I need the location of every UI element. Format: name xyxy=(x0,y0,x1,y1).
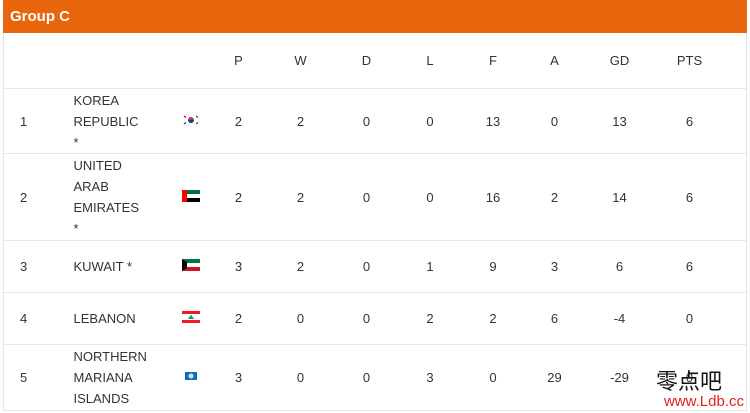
column-header: A xyxy=(524,33,585,89)
stat: 0 xyxy=(334,88,399,154)
rank: 2 xyxy=(3,153,69,241)
stat: 3 xyxy=(210,240,267,293)
stat: 3 xyxy=(398,344,462,411)
stat: 0 xyxy=(398,88,462,154)
stat: 0 xyxy=(461,344,525,411)
watermark-url: www.Ldb.cc xyxy=(663,393,744,410)
column-header: F xyxy=(461,33,525,89)
team-cell: KOREA REPUBLIC * xyxy=(68,88,171,154)
stat: 0 xyxy=(266,344,335,411)
spacer xyxy=(724,33,747,89)
flag xyxy=(181,259,200,271)
stat: 0 xyxy=(334,292,399,345)
stat: 13 xyxy=(461,88,525,154)
stat: 3 xyxy=(524,240,585,293)
stat: 3 xyxy=(210,344,267,411)
flag-cell xyxy=(170,292,211,345)
team-name: UNITED ARAB EMIRATES * xyxy=(73,158,140,236)
stat: 9 xyxy=(461,240,525,293)
team-row: 1 KOREA REPUBLIC * 2 2 0 0 13 0 13 6 xyxy=(3,88,747,154)
flag xyxy=(181,311,200,323)
stat: 2 xyxy=(210,88,267,154)
team-row: 3 KUWAIT * 3 2 0 1 9 3 6 6 xyxy=(3,240,747,293)
team-name: NORTHERN MARIANA ISLANDS xyxy=(73,349,147,406)
stat: 2 xyxy=(461,292,525,345)
stat: 2 xyxy=(266,153,335,241)
rank: 1 xyxy=(3,88,69,154)
header-row: P W D L F A GD PTS xyxy=(3,33,747,89)
stat: 2 xyxy=(210,153,267,241)
stat: 13 xyxy=(584,88,655,154)
stat: 29 xyxy=(524,344,585,411)
stat: 0 xyxy=(334,240,399,293)
column-header: P xyxy=(210,33,267,89)
column-header: D xyxy=(334,33,399,89)
stat: 0 xyxy=(266,292,335,345)
rank: 5 xyxy=(3,344,69,411)
spacer xyxy=(724,240,747,293)
stat: 6 xyxy=(584,240,655,293)
stat: 6 xyxy=(654,153,725,241)
spacer xyxy=(724,153,747,241)
stat: 0 xyxy=(334,344,399,411)
stat: 2 xyxy=(266,88,335,154)
column-header: L xyxy=(398,33,462,89)
stat: 0 xyxy=(654,292,725,345)
stat: 16 xyxy=(461,153,525,241)
team-row: 5 NORTHERN MARIANA ISLANDS 3 0 0 3 0 29 -29 0 xyxy=(3,344,747,411)
flag-cell xyxy=(170,153,211,241)
flag xyxy=(181,189,200,202)
stat: 0 xyxy=(654,344,725,411)
column-header: GD xyxy=(584,33,655,89)
rank: 4 xyxy=(3,292,69,345)
standings-table: P W D L F A GD PTS 1 KOREA REPUBLIC * 2 2 0 0 13 0 13 6 2… xyxy=(3,33,747,411)
team-cell: NORTHERN MARIANA ISLANDS xyxy=(68,344,171,411)
stat: 0 xyxy=(334,153,399,241)
stat: 2 xyxy=(398,292,462,345)
stat: -29 xyxy=(584,344,655,411)
flag-cell xyxy=(170,240,211,293)
spacer xyxy=(724,292,747,345)
stat: 2 xyxy=(266,240,335,293)
flag xyxy=(184,372,197,380)
stat: 2 xyxy=(524,153,585,241)
stat: 1 xyxy=(398,240,462,293)
flag xyxy=(181,113,200,126)
flag-cell xyxy=(170,344,211,411)
watermark-name: 零点吧 xyxy=(655,369,722,394)
spacer xyxy=(724,344,747,411)
stat: 6 xyxy=(524,292,585,345)
stat: 0 xyxy=(524,88,585,154)
stat: 2 xyxy=(210,292,267,345)
column-header: PTS xyxy=(654,33,725,89)
flag-cell xyxy=(170,88,211,154)
team-cell: KUWAIT * xyxy=(68,240,171,293)
team-cell: LEBANON xyxy=(68,292,171,345)
rank: 3 xyxy=(3,240,69,293)
team-name: KUWAIT * xyxy=(73,259,133,274)
column-header: W xyxy=(266,33,335,89)
stat: -4 xyxy=(584,292,655,345)
team-name: LEBANON xyxy=(73,311,136,326)
team-cell: UNITED ARAB EMIRATES * xyxy=(68,153,171,241)
stat: 6 xyxy=(654,240,725,293)
stat: 14 xyxy=(584,153,655,241)
team-name: KOREA REPUBLIC * xyxy=(73,92,139,150)
stat: 6 xyxy=(654,88,725,154)
stat: 0 xyxy=(398,153,462,241)
spacer xyxy=(724,88,747,154)
team-row: 4 LEBANON 2 0 0 2 2 6 -4 0 xyxy=(3,292,747,345)
group-title: Group C xyxy=(3,0,747,33)
team-row: 2 UNITED ARAB EMIRATES * 2 2 0 0 16 2 14 6 xyxy=(3,153,747,241)
